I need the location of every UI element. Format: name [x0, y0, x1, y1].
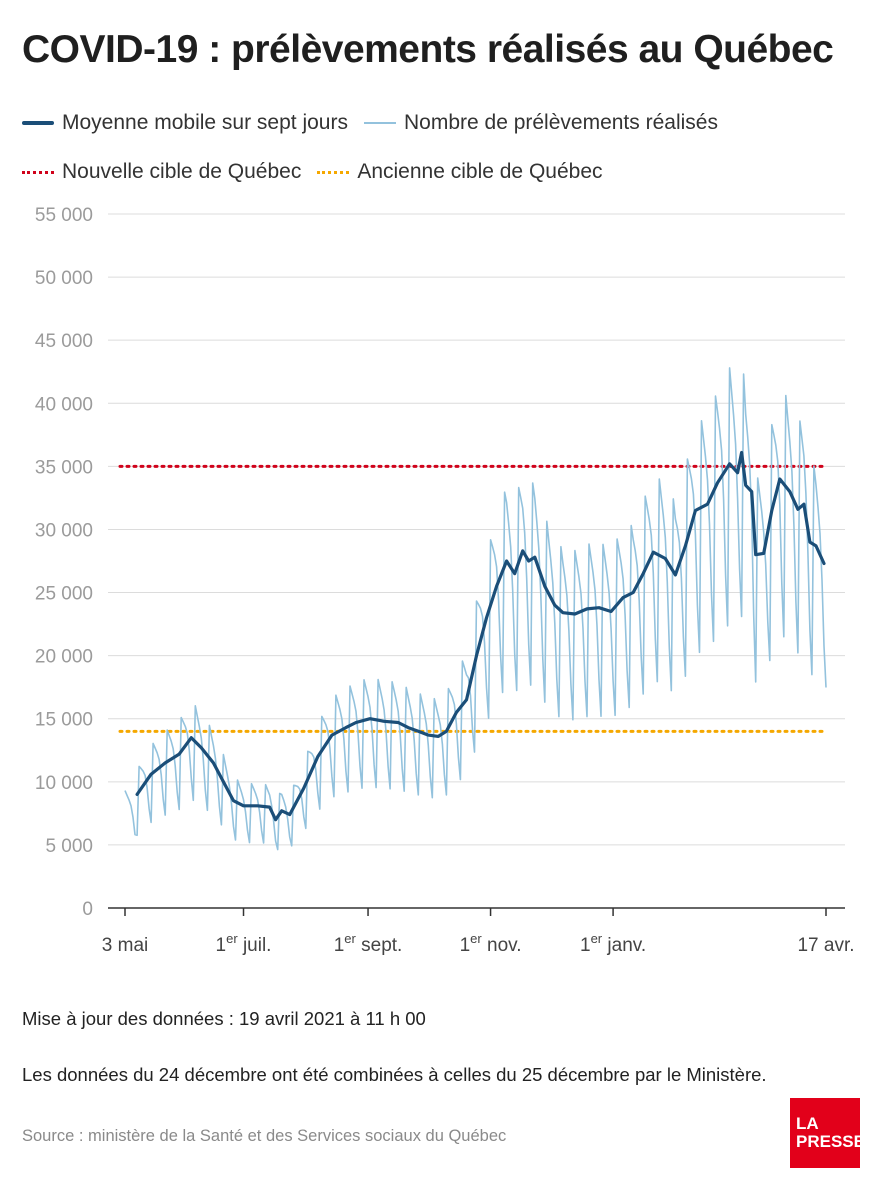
legend-row-targets: Nouvelle cible de Québec Ancienne cible …	[22, 157, 619, 187]
legend-label-old-target: Ancienne cible de Québec	[357, 160, 603, 183]
legend-row-series: Moyenne mobile sur sept jours Nombre de …	[22, 108, 734, 138]
axis-layer: 0 5 000 10 000 15 000 20 000 25 000 30 000 35 0…	[35, 205, 855, 956]
legend-label-avg: Moyenne mobile sur sept jours	[62, 111, 348, 134]
la-presse-logo: LA PRESSE	[790, 1098, 865, 1168]
grid-layer	[108, 213, 845, 846]
avg-series-line	[135, 450, 826, 822]
y-tick-label: 30 000	[35, 520, 93, 541]
y-tick-label: 5 000	[45, 836, 93, 857]
legend-item-raw: Nombre de prélèvements réalisés	[363, 111, 718, 135]
y-tick-label: 35 000	[35, 457, 93, 478]
x-tick-label: 3 mai	[102, 935, 148, 956]
y-tick-label: 45 000	[35, 331, 93, 352]
source-note: Source : ministère de la Santé et des Se…	[22, 1127, 507, 1145]
y-tick-label: 40 000	[35, 394, 93, 415]
legend-swatch-new-target	[22, 170, 54, 174]
y-tick-label: 0	[82, 899, 93, 920]
legend-label-new-target: Nouvelle cible de Québec	[62, 160, 302, 183]
legend-label-raw: Nombre de prélèvements réalisés	[403, 111, 718, 134]
line-chart: 0 5 000 10 000 15 000 20 000 25 000 30 000 35 0…	[35, 205, 855, 956]
reference-lines	[118, 464, 824, 733]
chart-title: COVID-19 : prélèvements réalisés au Québ…	[22, 28, 834, 71]
avg-series-layer	[135, 450, 826, 822]
legend-swatch-avg	[22, 121, 54, 125]
raw-series-layer	[124, 367, 827, 851]
y-tick-label: 10 000	[35, 773, 93, 794]
y-tick-label: 15 000	[35, 710, 93, 731]
legend-item-avg: Moyenne mobile sur sept jours	[22, 111, 348, 135]
x-tick-label: 17 avr.	[797, 935, 854, 956]
legend-item-new-target: Nouvelle cible de Québec	[22, 160, 301, 184]
update-note: Mise à jour des données : 19 avril 2021 …	[22, 1008, 426, 1029]
y-tick-label: 50 000	[35, 268, 93, 289]
x-tick-label: 1er nov.	[460, 931, 522, 956]
legend-item-old-target: Ancienne cible de Québec	[317, 160, 603, 184]
y-tick-label: 25 000	[35, 584, 93, 605]
y-tick-label: 55 000	[35, 205, 93, 226]
legend-swatch-raw	[363, 122, 396, 124]
x-tick-label: 1er janv.	[580, 931, 646, 956]
data-note: Les données du 24 décembre ont été combi…	[22, 1064, 767, 1085]
y-tick-label: 20 000	[35, 647, 93, 668]
x-tick-label: 1er juil.	[216, 931, 272, 956]
raw-series-line	[124, 367, 827, 851]
legend-swatch-old-target	[317, 170, 350, 174]
x-tick-label: 1er sept.	[334, 931, 403, 956]
